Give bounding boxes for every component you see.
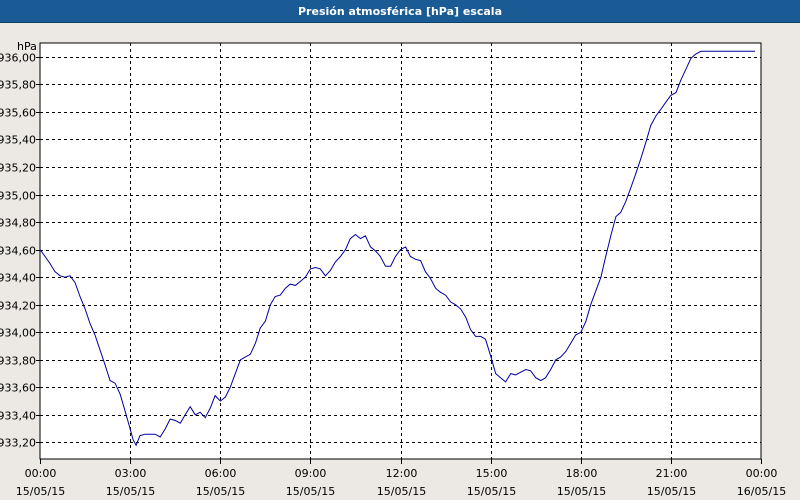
chart-title: Presión atmosférica [hPa] escala	[298, 4, 502, 18]
x-tick-date-label: 15/05/15	[557, 485, 606, 498]
series-group	[39, 50, 755, 447]
y-tick-label: 933,20	[0, 437, 36, 450]
y-tick-label: 934,80	[0, 217, 36, 230]
x-tick-date-label: 16/05/15	[737, 485, 786, 498]
x-tick-time-label: 21:00	[656, 467, 688, 480]
y-tick-label: 936,00	[0, 52, 36, 65]
y-tick-label: 933,80	[0, 355, 36, 368]
pressure-chart: 933,20 933,40 933,60 933,80 934,00 934,20 934,…	[0, 40, 786, 498]
x-tick-date-label: 15/05/15	[196, 485, 245, 498]
x-tick-time-label: 15:00	[476, 467, 508, 480]
x-tick-time-label: 09:00	[295, 467, 327, 480]
y-tick-label: 934,00	[0, 327, 36, 340]
y-tick-label: 934,60	[0, 245, 36, 258]
y-tick-label: 933,40	[0, 410, 36, 423]
x-tick-date-label: 15/05/15	[377, 485, 426, 498]
chart-title-bar: Presión atmosférica [hPa] escala	[0, 0, 800, 23]
x-tick-date-label: 15/05/15	[16, 485, 65, 498]
x-tick-date-label: 15/05/15	[106, 485, 155, 498]
x-tick-time-label: 06:00	[205, 467, 237, 480]
y-tick-label: 935,40	[0, 134, 36, 147]
x-tick-time-label: 00:00	[25, 467, 57, 480]
y-tick-label: 935,60	[0, 107, 36, 120]
series-line	[39, 50, 755, 447]
x-tick-time-label: 00:00	[746, 467, 778, 480]
y-tick-label: 935,20	[0, 162, 36, 175]
y-axis-label: hPa	[17, 40, 37, 53]
x-axis-ticks: 00:00 15/05/15 03:00 15/05/15 06:00 15/05/15 0…	[16, 459, 786, 498]
y-tick-label: 935,80	[0, 79, 36, 92]
x-tick-date-label: 15/05/15	[467, 485, 516, 498]
x-tick-date-label: 15/05/15	[647, 485, 696, 498]
y-tick-label: 935,00	[0, 190, 36, 203]
y-tick-label: 933,60	[0, 382, 36, 395]
grid-lines	[40, 43, 761, 459]
x-tick-time-label: 18:00	[566, 467, 598, 480]
x-tick-date-label: 15/05/15	[286, 485, 335, 498]
y-tick-label: 934,40	[0, 272, 36, 285]
y-axis-ticks: 933,20 933,40 933,60 933,80 934,00 934,20 934,…	[0, 52, 40, 450]
y-tick-label: 934,20	[0, 300, 36, 313]
x-tick-time-label: 03:00	[115, 467, 147, 480]
x-tick-time-label: 12:00	[386, 467, 418, 480]
